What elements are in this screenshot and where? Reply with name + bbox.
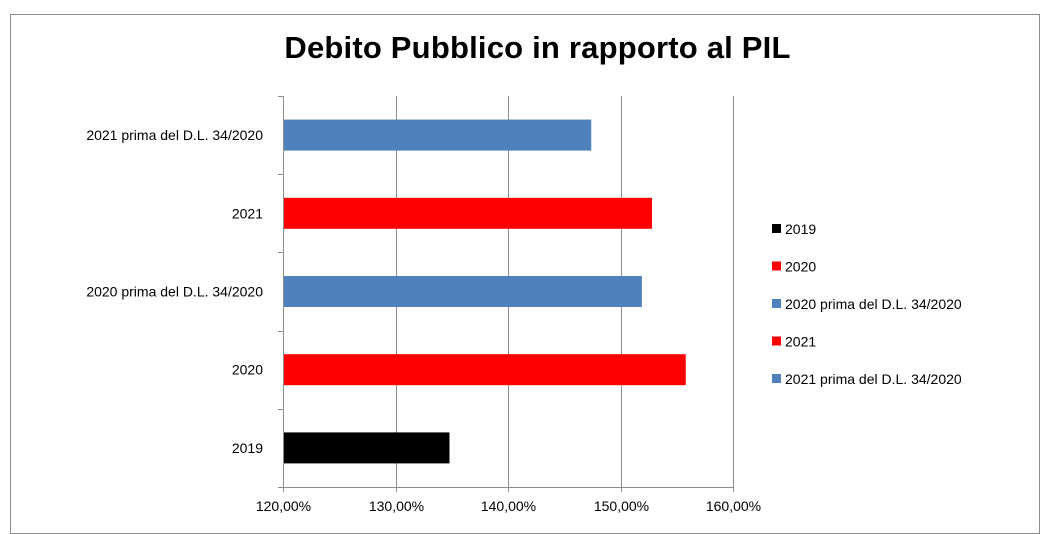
y-category-label: 2019 — [232, 440, 263, 456]
x-tick-label: 140,00% — [481, 498, 536, 514]
legend-label: 2020 prima del D.L. 34/2020 — [785, 296, 962, 312]
bar-2020 — [284, 354, 686, 386]
bar-2019 — [284, 432, 450, 464]
bar-2021 — [284, 197, 652, 229]
bar-series — [284, 119, 686, 464]
bar-2020-prima-del-d-l-34-2020 — [284, 276, 642, 307]
y-category-label: 2021 — [232, 205, 263, 221]
y-category-label: 2020 — [232, 362, 263, 378]
legend-swatch — [772, 261, 781, 271]
chart-frame — [10, 14, 1040, 534]
bar-2021-prima-del-d-l-34-2020 — [284, 119, 592, 151]
legend-swatch — [772, 374, 781, 383]
x-tick-label: 120,00% — [256, 498, 311, 514]
y-category-label: 2021 prima del D.L. 34/2020 — [86, 127, 263, 143]
legend-label: 2020 — [785, 259, 816, 275]
legend: 2019 2020 2020 prima del D.L. 34/2020 2021 2… — [772, 221, 962, 387]
legend-swatch — [772, 336, 781, 346]
legend-swatch — [772, 224, 781, 233]
x-tick-label: 150,00% — [594, 498, 649, 514]
chart-title: Debito Pubblico in rapporto al PIL — [284, 30, 791, 65]
legend-label: 2021 prima del D.L. 34/2020 — [785, 371, 962, 387]
legend-label: 2019 — [785, 221, 816, 237]
legend-swatch — [772, 299, 781, 308]
x-tick-label: 130,00% — [369, 498, 424, 514]
axes: 120,00% 130,00% 140,00% 150,00% 160,00% 2019 2… — [86, 96, 761, 514]
legend-label: 2021 — [785, 334, 816, 350]
x-tick-label: 160,00% — [706, 498, 761, 514]
y-category-label: 2020 prima del D.L. 34/2020 — [86, 284, 263, 300]
